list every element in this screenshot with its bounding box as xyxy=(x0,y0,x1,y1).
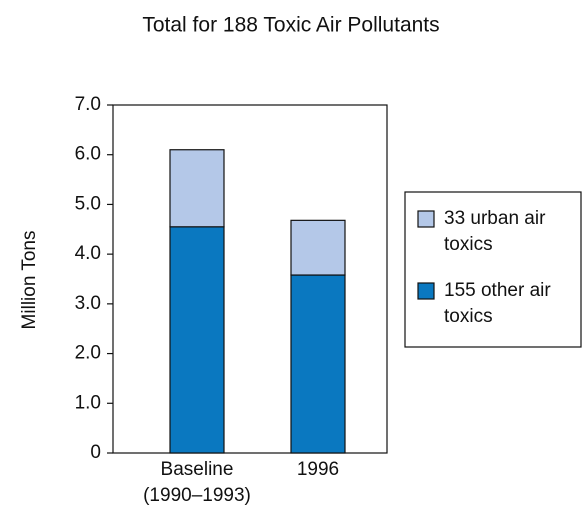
y-tick-label: 2.0 xyxy=(75,343,101,364)
bar-segment xyxy=(169,149,225,228)
legend-label: 33 urban air toxics xyxy=(444,208,546,255)
bar-segment xyxy=(290,274,346,454)
y-tick-label: 3.0 xyxy=(75,293,101,314)
legend-swatch xyxy=(417,210,435,228)
y-tick-label: 0 xyxy=(90,442,101,463)
legend-swatch xyxy=(417,282,435,300)
x-tick-label: 1996 xyxy=(296,459,340,480)
bar-segment xyxy=(290,219,346,276)
y-tick-label: 1.0 xyxy=(75,392,101,413)
x-tick-label: Baseline (1990–1993) xyxy=(143,459,251,506)
legend-frame xyxy=(404,191,582,348)
bar-segment xyxy=(169,226,225,454)
y-tick-label: 6.0 xyxy=(75,144,101,165)
y-tick-label: 7.0 xyxy=(75,94,101,115)
chart-title: Total for 188 Toxic Air Pollutants xyxy=(142,14,439,37)
legend-label: 155 other air toxics xyxy=(444,280,551,327)
y-tick-label: 4.0 xyxy=(75,243,101,264)
plot-frame xyxy=(112,104,388,454)
y-axis-label: Million Tons xyxy=(19,231,40,330)
y-tick-label: 5.0 xyxy=(75,193,101,214)
